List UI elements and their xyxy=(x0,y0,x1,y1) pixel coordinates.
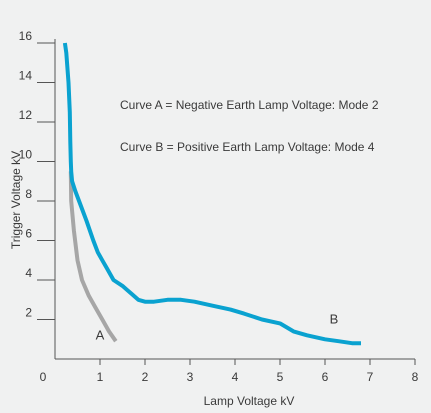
x-tick-label-6: 6 xyxy=(322,370,329,384)
curve-label-b: B xyxy=(330,311,339,326)
y-tick-label-16: 16 xyxy=(19,29,33,43)
series-a-line xyxy=(68,171,118,343)
y-axis-title: Trigger Voltage kV xyxy=(9,151,23,249)
text-layer: Lamp Voltage kV Trigger Voltage kV Curve… xyxy=(9,29,419,408)
x-tick-label-5: 5 xyxy=(277,370,284,384)
y-tick-label-12: 12 xyxy=(19,108,33,122)
axes-layer xyxy=(37,39,416,365)
annotation-curve-a: Curve A = Negative Earth Lamp Voltage: M… xyxy=(120,98,379,112)
series-b-line xyxy=(62,42,361,346)
series-layer xyxy=(62,42,361,346)
x-tick-label-1: 1 xyxy=(97,370,104,384)
y-tick-label-14: 14 xyxy=(19,69,33,83)
x-axis-title: Lamp Voltage kV xyxy=(204,394,295,408)
annotation-curve-b: Curve B = Positive Earth Lamp Voltage: M… xyxy=(120,140,375,154)
y-tick-label-4: 4 xyxy=(25,266,32,280)
y-tick-label-8: 8 xyxy=(25,187,32,201)
x-tick-label-8: 8 xyxy=(412,370,419,384)
x-tick-label-7: 7 xyxy=(367,370,374,384)
x-tick-label-2: 2 xyxy=(142,370,149,384)
curve-label-a: A xyxy=(96,327,105,342)
x-tick-label-4: 4 xyxy=(232,370,239,384)
y-tick-label-2: 2 xyxy=(25,306,32,320)
y-tick-label-10: 10 xyxy=(19,148,33,162)
y-tick-label-6: 6 xyxy=(25,227,32,241)
x-tick-label-0: 0 xyxy=(40,370,47,384)
x-tick-label-3: 3 xyxy=(187,370,194,384)
